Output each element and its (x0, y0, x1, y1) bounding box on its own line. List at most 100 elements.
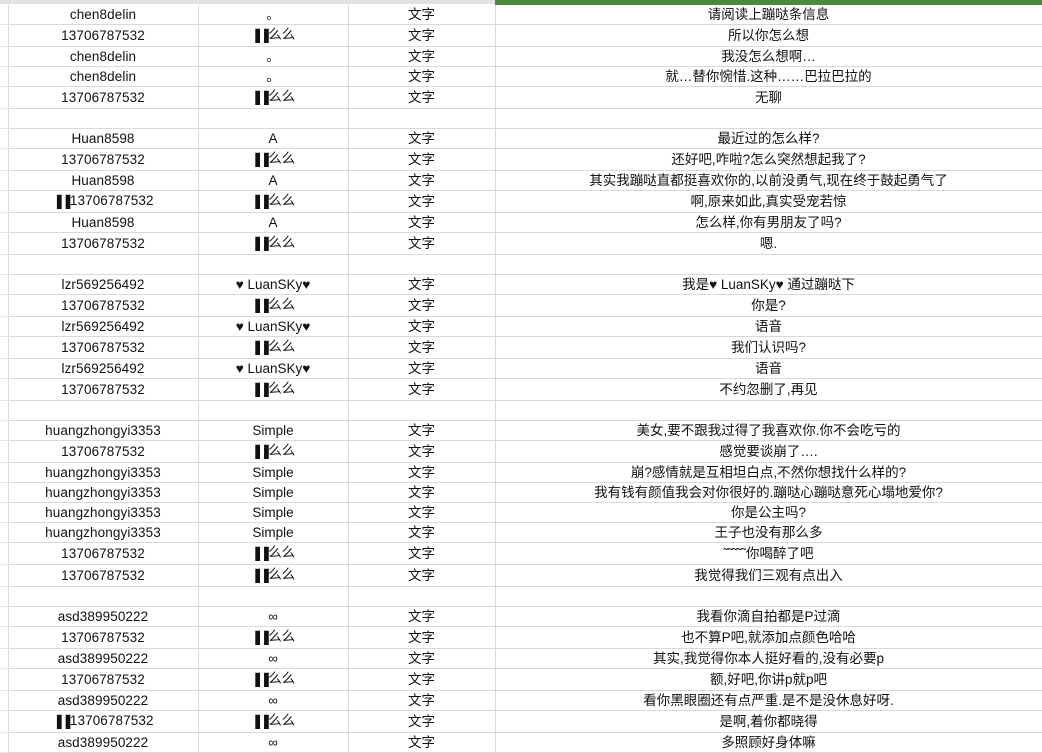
cell-nickname[interactable]: Simple (198, 502, 349, 523)
row-gutter-cell[interactable] (0, 294, 9, 317)
cell-message-type[interactable]: 文字 (348, 128, 496, 149)
cell-nickname[interactable]: ▐▐么么 (198, 148, 349, 171)
cell-nickname[interactable]: ∞ (198, 732, 349, 753)
cell-nickname[interactable]: A (198, 212, 349, 233)
cell-account[interactable]: 13706787532 (8, 668, 199, 691)
cell-message-type[interactable]: 文字 (348, 648, 496, 669)
cell-nickname[interactable]: Simple (198, 482, 349, 503)
cell-account[interactable]: Huan8598 (8, 212, 199, 233)
row-gutter-cell[interactable] (0, 542, 9, 565)
cell-message-content[interactable]: 语音 (495, 316, 1042, 337)
cell-empty[interactable] (495, 108, 1042, 129)
cell-empty[interactable] (348, 108, 496, 129)
row-gutter-cell[interactable] (0, 170, 9, 191)
row-gutter-cell[interactable] (0, 148, 9, 171)
cell-message-type[interactable]: 文字 (348, 668, 496, 691)
row-gutter-cell[interactable] (0, 440, 9, 463)
row-gutter-cell[interactable] (0, 5, 9, 25)
row-gutter-cell[interactable] (0, 564, 9, 587)
cell-empty[interactable] (8, 254, 199, 275)
cell-message-type[interactable]: 文字 (348, 212, 496, 233)
cell-message-type[interactable]: 文字 (348, 690, 496, 711)
cell-account[interactable]: 13706787532 (8, 294, 199, 317)
cell-nickname[interactable]: Simple (198, 462, 349, 483)
cell-account[interactable]: 13706787532 (8, 440, 199, 463)
cell-message-type[interactable]: 文字 (348, 378, 496, 401)
cell-nickname[interactable]: 。 (198, 5, 349, 25)
cell-account[interactable]: chen8delin (8, 46, 199, 67)
cell-account[interactable]: 13706787532 (8, 148, 199, 171)
cell-nickname[interactable]: ▐▐么么 (198, 668, 349, 691)
cell-message-content[interactable]: ˜˜˜˜˜你喝醉了吧 (495, 542, 1042, 565)
cell-nickname[interactable]: ∞ (198, 606, 349, 627)
row-gutter-cell[interactable] (0, 274, 9, 295)
row-gutter-cell[interactable] (0, 420, 9, 441)
cell-nickname[interactable]: ♥ LuanSKy♥ (198, 274, 349, 295)
cell-empty[interactable] (0, 586, 9, 607)
cell-account[interactable]: 13706787532 (8, 336, 199, 359)
cell-empty[interactable] (0, 400, 9, 421)
cell-nickname[interactable]: ♥ LuanSKy♥ (198, 316, 349, 337)
cell-empty[interactable] (8, 400, 199, 421)
cell-nickname[interactable]: A (198, 170, 349, 191)
cell-message-type[interactable]: 文字 (348, 274, 496, 295)
cell-message-type[interactable]: 文字 (348, 542, 496, 565)
cell-nickname[interactable]: ▐▐么么 (198, 190, 349, 213)
cell-nickname[interactable]: Simple (198, 522, 349, 543)
cell-message-content[interactable]: 我有钱有颜值我会对你很好的.蹦哒心蹦哒意死心塌地爱你? (495, 482, 1042, 503)
cell-message-type[interactable]: 文字 (348, 148, 496, 171)
row-gutter-cell[interactable] (0, 24, 9, 47)
cell-nickname[interactable]: ▐▐么么 (198, 542, 349, 565)
cell-account[interactable]: 13706787532 (8, 24, 199, 47)
cell-message-type[interactable]: 文字 (348, 5, 496, 25)
cell-account[interactable]: lzr569256492 (8, 358, 199, 379)
cell-message-type[interactable]: 文字 (348, 336, 496, 359)
row-gutter-cell[interactable] (0, 626, 9, 649)
cell-message-content[interactable]: 语音 (495, 358, 1042, 379)
cell-account[interactable]: 13706787532 (8, 378, 199, 401)
row-gutter-cell[interactable] (0, 482, 9, 503)
cell-nickname[interactable]: ▐▐么么 (198, 24, 349, 47)
cell-message-content[interactable]: 也不算P吧,就添加点颜色哈哈 (495, 626, 1042, 649)
cell-nickname[interactable]: ∞ (198, 690, 349, 711)
cell-nickname[interactable]: ▐▐么么 (198, 86, 349, 109)
cell-message-content[interactable]: 嗯. (495, 232, 1042, 255)
row-gutter-cell[interactable] (0, 462, 9, 483)
cell-account[interactable]: huangzhongyi3353 (8, 462, 199, 483)
cell-nickname[interactable]: ▐▐么么 (198, 440, 349, 463)
cell-empty[interactable] (495, 254, 1042, 275)
cell-empty[interactable] (8, 108, 199, 129)
cell-account[interactable]: huangzhongyi3353 (8, 522, 199, 543)
cell-message-content[interactable]: 请阅读上蹦哒条信息 (495, 5, 1042, 25)
cell-message-type[interactable]: 文字 (348, 732, 496, 753)
row-gutter-cell[interactable] (0, 378, 9, 401)
cell-account[interactable]: huangzhongyi3353 (8, 482, 199, 503)
row-gutter-cell[interactable] (0, 732, 9, 753)
cell-nickname[interactable]: ♥ LuanSKy♥ (198, 358, 349, 379)
cell-message-type[interactable]: 文字 (348, 606, 496, 627)
cell-message-type[interactable]: 文字 (348, 190, 496, 213)
cell-account[interactable]: 13706787532 (8, 86, 199, 109)
cell-message-type[interactable]: 文字 (348, 294, 496, 317)
cell-nickname[interactable]: ▐▐么么 (198, 336, 349, 359)
cell-account[interactable]: asd389950222 (8, 732, 199, 753)
cell-message-type[interactable]: 文字 (348, 482, 496, 503)
cell-nickname[interactable]: ▐▐么么 (198, 378, 349, 401)
cell-message-content[interactable]: 怎么样,你有男朋友了吗? (495, 212, 1042, 233)
cell-message-content[interactable]: 是啊,着你都晓得 (495, 710, 1042, 733)
row-gutter-cell[interactable] (0, 522, 9, 543)
cell-message-type[interactable]: 文字 (348, 316, 496, 337)
cell-message-content[interactable]: 崩?感情就是互相坦白点,不然你想找什么样的? (495, 462, 1042, 483)
cell-message-content[interactable]: 无聊 (495, 86, 1042, 109)
cell-nickname[interactable]: Simple (198, 420, 349, 441)
cell-account[interactable]: lzr569256492 (8, 316, 199, 337)
cell-message-content[interactable]: 我觉得我们三观有点出入 (495, 564, 1042, 587)
cell-message-content[interactable]: 我们认识吗? (495, 336, 1042, 359)
cell-message-type[interactable]: 文字 (348, 24, 496, 47)
cell-message-content[interactable]: 额,好吧,你讲p就p吧 (495, 668, 1042, 691)
row-gutter-cell[interactable] (0, 232, 9, 255)
cell-message-content[interactable]: 其实,我觉得你本人挺好看的,没有必要p (495, 648, 1042, 669)
cell-account[interactable]: asd389950222 (8, 648, 199, 669)
cell-message-content[interactable]: 其实我蹦哒直都挺喜欢你的,以前没勇气,现在终于鼓起勇气了 (495, 170, 1042, 191)
row-gutter-cell[interactable] (0, 690, 9, 711)
